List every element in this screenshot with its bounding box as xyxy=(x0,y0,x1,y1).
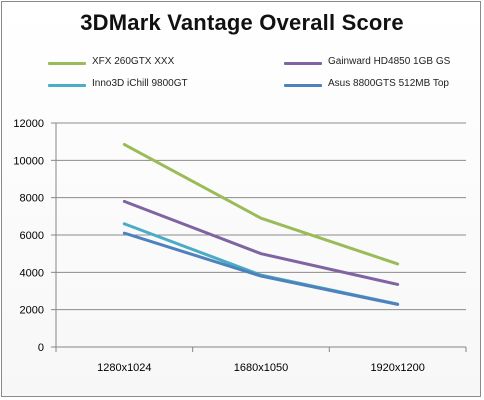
x-tick-label: 1680x1050 xyxy=(234,362,288,374)
y-tick-label: 8000 xyxy=(20,193,44,205)
y-tick-label: 0 xyxy=(38,342,44,354)
legend-swatch-inno3d xyxy=(48,84,86,87)
y-tick-label: 12000 xyxy=(13,118,44,130)
y-tick-label: 6000 xyxy=(20,230,44,242)
chart-title: 3DMark Vantage Overall Score xyxy=(80,10,404,35)
x-tick-label: 1920x1200 xyxy=(370,362,424,374)
legend-swatch-asus xyxy=(284,84,322,87)
y-tick-label: 10000 xyxy=(13,155,44,167)
series-line-inno3d xyxy=(122,222,400,306)
legend-swatch-xfx xyxy=(48,62,86,65)
x-tick-label: 1280x1024 xyxy=(97,362,151,374)
series-line-gainward xyxy=(122,199,400,286)
legend-label-asus: Asus 8800GTS 512MB Top xyxy=(328,78,449,89)
legend-label-inno3d: Inno3D iChill 9800GT xyxy=(92,78,188,89)
legend-swatch-gainward xyxy=(284,62,322,65)
y-tick-label: 2000 xyxy=(20,305,44,317)
series-line-asus xyxy=(122,231,400,306)
series-line-xfx xyxy=(122,142,400,266)
legend-label-gainward: Gainward HD4850 1GB GS xyxy=(328,56,451,67)
legend-label-xfx: XFX 260GTX XXX xyxy=(92,56,175,67)
y-tick-label: 4000 xyxy=(20,267,44,279)
